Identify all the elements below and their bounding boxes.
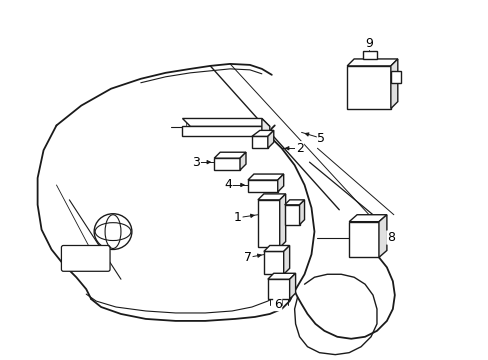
Polygon shape — [289, 273, 295, 299]
Polygon shape — [346, 66, 390, 109]
Text: 3: 3 — [192, 156, 200, 168]
FancyBboxPatch shape — [61, 246, 110, 271]
Polygon shape — [247, 174, 283, 180]
Polygon shape — [262, 118, 269, 136]
Polygon shape — [390, 71, 400, 83]
Polygon shape — [264, 251, 283, 274]
Polygon shape — [267, 130, 273, 148]
Polygon shape — [390, 59, 397, 109]
Polygon shape — [240, 152, 245, 170]
Polygon shape — [267, 273, 295, 279]
Text: 6: 6 — [273, 297, 281, 311]
Text: 5: 5 — [317, 132, 325, 145]
Polygon shape — [251, 136, 267, 148]
Polygon shape — [346, 59, 397, 66]
Text: 1: 1 — [234, 211, 242, 224]
Polygon shape — [257, 200, 279, 247]
Polygon shape — [247, 180, 277, 192]
Text: 7: 7 — [244, 251, 251, 264]
Text: 8: 8 — [386, 231, 394, 244]
Polygon shape — [348, 222, 378, 257]
Polygon shape — [283, 246, 289, 274]
Polygon shape — [214, 158, 240, 170]
Polygon shape — [284, 205, 299, 225]
Polygon shape — [267, 279, 289, 299]
Polygon shape — [362, 51, 376, 59]
Polygon shape — [348, 215, 386, 222]
Polygon shape — [182, 118, 269, 126]
Ellipse shape — [94, 214, 132, 249]
Text: 9: 9 — [365, 37, 372, 50]
Polygon shape — [264, 246, 289, 251]
Text: 4: 4 — [224, 179, 232, 192]
Polygon shape — [277, 174, 283, 192]
Polygon shape — [299, 200, 304, 225]
Polygon shape — [279, 194, 285, 247]
Text: 2: 2 — [295, 142, 303, 155]
Polygon shape — [251, 130, 273, 136]
Polygon shape — [257, 194, 285, 200]
Polygon shape — [214, 152, 245, 158]
Polygon shape — [182, 126, 262, 136]
Polygon shape — [378, 215, 386, 257]
Polygon shape — [284, 200, 304, 205]
